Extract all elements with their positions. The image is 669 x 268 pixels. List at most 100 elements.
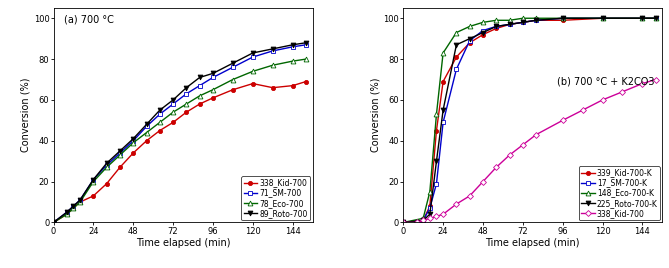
339_Kid-700-K	[599, 17, 607, 20]
89_Roto-700	[70, 204, 78, 208]
338_Kid-700	[413, 221, 421, 224]
89_Roto-700	[142, 123, 151, 126]
17_SM-700-K	[419, 219, 427, 222]
225_Roto-700-K	[492, 25, 500, 28]
78_Eco-700	[302, 57, 310, 61]
78_Eco-700	[129, 141, 137, 144]
338_Kid-700	[195, 102, 203, 106]
148_Eco-700-K	[638, 17, 646, 20]
225_Roto-700-K	[506, 23, 514, 26]
71_SM-700	[142, 125, 151, 128]
225_Roto-700-K	[559, 17, 567, 20]
78_Eco-700	[249, 70, 257, 73]
339_Kid-700-K	[466, 41, 474, 44]
89_Roto-700	[156, 109, 164, 112]
338_Kid-700	[142, 139, 151, 142]
71_SM-700	[70, 204, 78, 208]
148_Eco-700-K	[518, 17, 527, 20]
148_Eco-700-K	[399, 221, 407, 224]
339_Kid-700-K	[452, 55, 460, 59]
78_Eco-700	[169, 111, 177, 114]
17_SM-700-K	[506, 23, 514, 26]
17_SM-700-K	[452, 68, 460, 71]
338_Kid-700	[518, 143, 527, 146]
148_Eco-700-K	[532, 17, 540, 20]
338_Kid-700	[169, 121, 177, 124]
338_Kid-700	[90, 194, 98, 198]
338_Kid-700	[183, 111, 191, 114]
338_Kid-700	[399, 221, 407, 224]
339_Kid-700-K	[638, 17, 646, 20]
71_SM-700	[90, 178, 98, 181]
225_Roto-700-K	[599, 17, 607, 20]
89_Roto-700	[76, 198, 84, 202]
71_SM-700	[129, 139, 137, 142]
89_Roto-700	[183, 86, 191, 89]
225_Roto-700-K	[419, 219, 427, 222]
17_SM-700-K	[652, 17, 660, 20]
17_SM-700-K	[432, 182, 440, 185]
338_Kid-700	[452, 202, 460, 206]
148_Eco-700-K	[425, 190, 434, 193]
89_Roto-700	[269, 47, 277, 50]
89_Roto-700	[90, 178, 98, 181]
148_Eco-700-K	[479, 21, 487, 24]
71_SM-700	[50, 221, 58, 224]
148_Eco-700-K	[599, 17, 607, 20]
Y-axis label: Conversion (%): Conversion (%)	[21, 78, 31, 152]
Line: 225_Roto-700-K: 225_Roto-700-K	[401, 16, 658, 225]
Line: 71_SM-700: 71_SM-700	[52, 43, 308, 225]
78_Eco-700	[76, 200, 84, 204]
339_Kid-700-K	[518, 21, 527, 24]
338_Kid-700	[432, 215, 440, 218]
71_SM-700	[269, 49, 277, 53]
338_Kid-700	[229, 88, 237, 91]
225_Roto-700-K	[479, 31, 487, 34]
78_Eco-700	[63, 213, 71, 216]
71_SM-700	[209, 76, 217, 79]
71_SM-700	[169, 102, 177, 106]
89_Roto-700	[209, 72, 217, 75]
338_Kid-700	[652, 78, 660, 81]
71_SM-700	[229, 66, 237, 69]
89_Roto-700	[169, 98, 177, 102]
78_Eco-700	[142, 131, 151, 134]
338_Kid-700	[70, 207, 78, 210]
338_Kid-700	[76, 200, 84, 204]
148_Eco-700-K	[559, 17, 567, 20]
148_Eco-700-K	[419, 217, 427, 220]
338_Kid-700	[599, 98, 607, 102]
Legend: 339_Kid-700-K, 17_SM-700-K, 148_Eco-700-K, 225_Roto-700-K, 338_Kid-700: 339_Kid-700-K, 17_SM-700-K, 148_Eco-700-…	[579, 166, 660, 220]
338_Kid-700	[618, 90, 626, 93]
78_Eco-700	[70, 207, 78, 210]
78_Eco-700	[229, 78, 237, 81]
X-axis label: Time elapsed (min): Time elapsed (min)	[136, 238, 230, 248]
225_Roto-700-K	[439, 109, 447, 112]
71_SM-700	[183, 92, 191, 95]
338_Kid-700	[249, 82, 257, 85]
71_SM-700	[195, 84, 203, 87]
338_Kid-700	[559, 119, 567, 122]
338_Kid-700	[638, 82, 646, 85]
78_Eco-700	[183, 102, 191, 106]
Line: 17_SM-700-K: 17_SM-700-K	[401, 16, 658, 225]
339_Kid-700-K	[479, 33, 487, 36]
71_SM-700	[302, 43, 310, 46]
89_Roto-700	[288, 43, 296, 46]
17_SM-700-K	[638, 17, 646, 20]
339_Kid-700-K	[439, 80, 447, 83]
338_Kid-700	[50, 221, 58, 224]
78_Eco-700	[269, 64, 277, 67]
338_Kid-700	[129, 151, 137, 155]
338_Kid-700	[102, 182, 110, 185]
225_Roto-700-K	[399, 221, 407, 224]
338_Kid-700	[439, 213, 447, 216]
148_Eco-700-K	[652, 17, 660, 20]
17_SM-700-K	[399, 221, 407, 224]
17_SM-700-K	[439, 121, 447, 124]
338_Kid-700	[116, 166, 124, 169]
225_Roto-700-K	[466, 37, 474, 40]
338_Kid-700	[479, 180, 487, 183]
Line: 338_Kid-700: 338_Kid-700	[52, 80, 308, 225]
71_SM-700	[156, 113, 164, 116]
